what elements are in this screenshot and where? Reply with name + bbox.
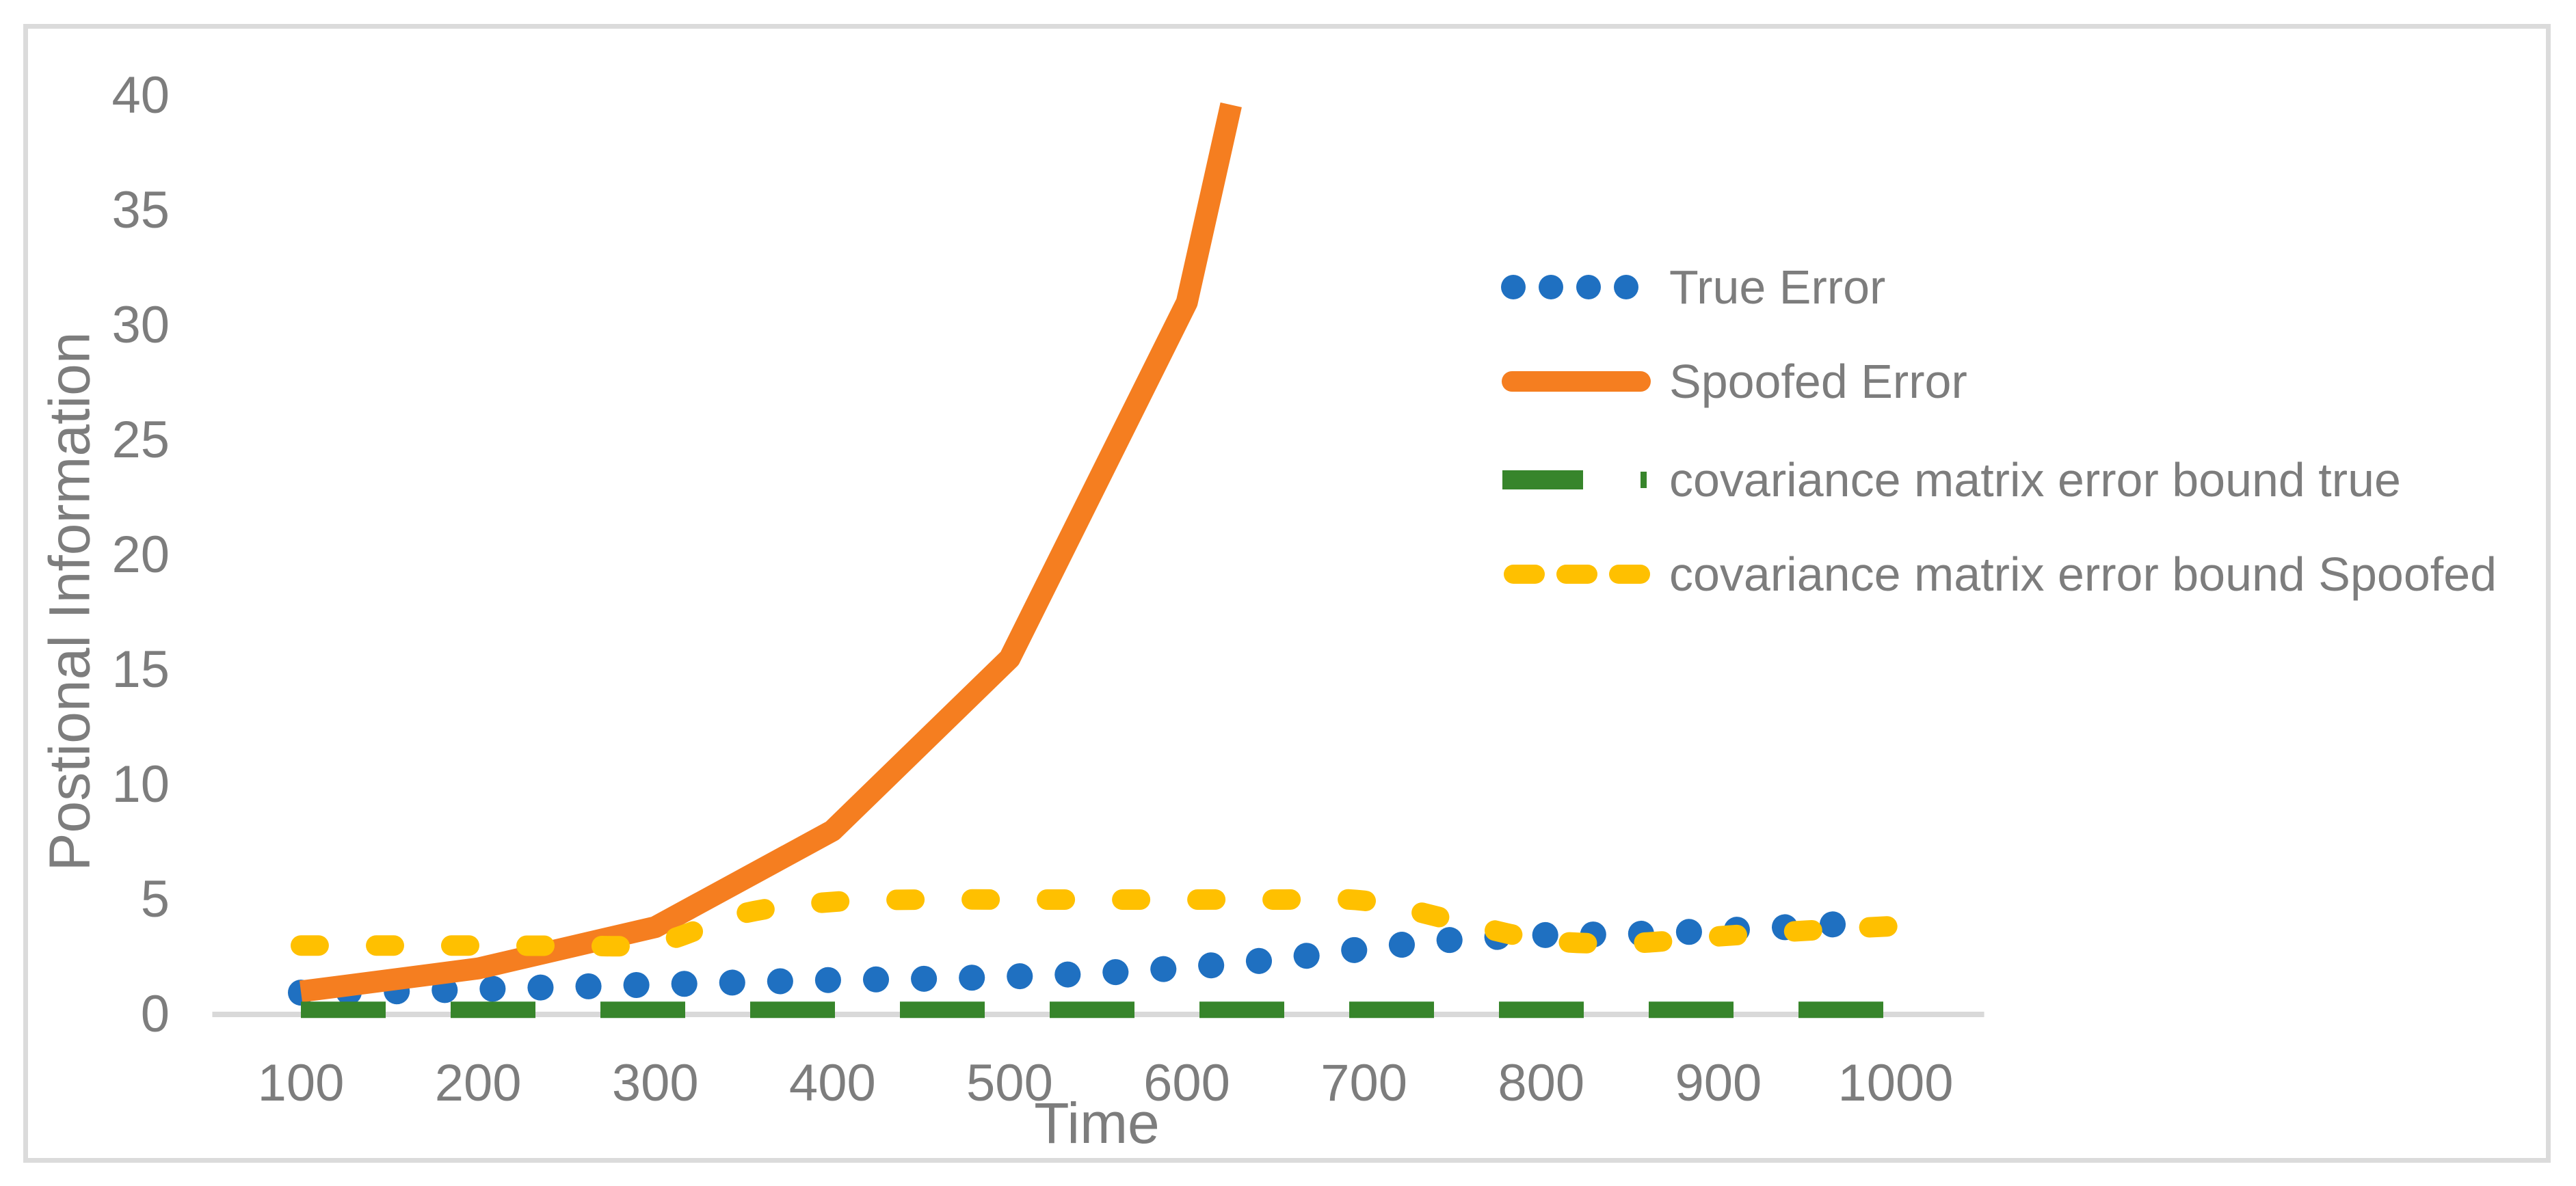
x-tick-label: 1000 (1837, 1054, 1954, 1112)
x-tick-label: 100 (257, 1054, 345, 1112)
y-tick-label: 10 (111, 755, 170, 813)
x-axis-title: Time (1034, 1091, 1160, 1155)
series-line-spoofed-error (299, 102, 1242, 1003)
legend-label: Spoofed Error (1669, 355, 1967, 408)
dash-line-key-icon (1504, 565, 1650, 584)
solid-line-key-icon (1502, 371, 1651, 392)
x-tick-label: 400 (788, 1054, 876, 1112)
dotted-line-key-icon (1501, 275, 1638, 299)
y-tick-label: 5 (140, 870, 170, 928)
y-tick-label: 0 (140, 985, 170, 1043)
series-line-covariance-matrix-error-bound-spoofed (291, 888, 1906, 957)
legend-item-spoofed-error: Spoofed Error (1501, 347, 1967, 416)
x-tick-label: 500 (966, 1054, 1053, 1112)
y-tick-label: 25 (111, 411, 170, 469)
x-tick-label: 200 (434, 1054, 522, 1112)
x-tick-label: 700 (1320, 1054, 1408, 1112)
legend-item-cov-bound-true: covariance matrix error bound true (1501, 446, 2401, 514)
y-tick-label: 40 (111, 66, 170, 124)
y-tick-label: 35 (111, 181, 170, 239)
x-tick-label: 600 (1143, 1054, 1230, 1112)
y-tick-label: 15 (111, 641, 170, 699)
legend-item-true-error: True Error (1501, 253, 1885, 321)
y-tick-label: 20 (111, 526, 170, 584)
long-dash-key-icon (1502, 470, 1647, 489)
x-tick-label: 900 (1675, 1054, 1762, 1112)
legend-label: covariance matrix error bound true (1669, 453, 2401, 507)
legend-label: True Error (1669, 260, 1886, 314)
x-tick-label: 300 (611, 1054, 699, 1112)
y-tick-label: 30 (111, 296, 170, 354)
legend-item-cov-bound-spoofed: covariance matrix error bound Spoofed (1501, 540, 2497, 608)
legend-label: covariance matrix error bound Spoofed (1669, 548, 2497, 601)
x-tick-label: 800 (1498, 1054, 1585, 1112)
